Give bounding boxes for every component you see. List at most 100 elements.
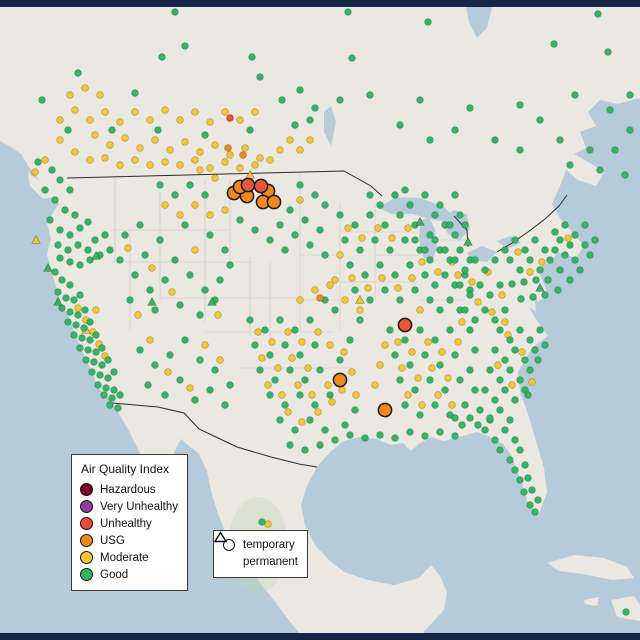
station-marker-good[interactable] [366,296,374,304]
station-marker-usg[interactable] [224,144,232,152]
station-marker-good[interactable] [156,181,164,189]
station-marker-good[interactable] [496,326,504,334]
station-marker-moderate[interactable] [221,158,229,166]
station-marker-good[interactable] [376,431,384,439]
station-marker-good[interactable] [281,401,289,409]
station-marker-good[interactable] [486,291,494,299]
station-marker-moderate[interactable] [306,136,314,144]
station-marker-moderate[interactable] [268,338,276,346]
station-marker-good[interactable] [501,426,509,434]
station-marker-moderate[interactable] [374,224,382,232]
station-marker-good[interactable] [521,356,529,364]
station-marker-good[interactable] [154,126,162,134]
station-marker-moderate[interactable] [381,341,389,349]
station-marker-good[interactable] [306,241,314,249]
station-marker-good[interactable] [381,286,389,294]
station-marker-moderate[interactable] [314,328,322,336]
station-marker-good[interactable] [506,256,514,264]
station-marker-moderate[interactable] [331,276,339,284]
station-marker-good[interactable] [256,366,264,374]
station-marker-good[interactable] [421,191,429,199]
station-marker-good[interactable] [506,336,514,344]
station-marker-good[interactable] [386,246,394,254]
station-marker-good[interactable] [561,221,569,229]
station-marker-good[interactable] [491,136,499,144]
station-marker-good[interactable] [34,158,42,166]
station-marker-good[interactable] [431,336,439,344]
station-marker-moderate[interactable] [71,148,79,156]
station-marker-good[interactable] [311,341,319,349]
station-marker-moderate[interactable] [284,408,292,416]
station-marker-good[interactable] [396,376,404,384]
station-marker-good[interactable] [411,286,419,294]
station-marker-good[interactable] [446,326,454,334]
station-marker-good[interactable] [38,96,46,104]
station-marker-good[interactable] [286,366,294,374]
station-marker-good[interactable] [401,336,409,344]
station-marker-good[interactable] [76,261,84,269]
station-marker-good[interactable] [622,608,630,616]
station-marker-good[interactable] [596,166,604,174]
station-marker-good[interactable] [556,136,564,144]
station-marker-usg_large[interactable] [266,194,282,210]
station-marker-good[interactable] [186,271,194,279]
station-marker-good[interactable] [276,221,284,229]
station-marker-good[interactable] [471,386,479,394]
station-marker-good[interactable] [301,446,309,454]
station-marker-good[interactable] [101,231,109,239]
station-marker-good_permanent[interactable] [91,250,101,260]
station-marker-good[interactable] [278,96,286,104]
station-marker-good[interactable] [476,406,484,414]
station-marker-good[interactable] [461,221,469,229]
station-marker-moderate[interactable] [438,348,446,356]
station-marker-moderate[interactable] [398,364,406,372]
station-marker-good[interactable] [56,176,64,184]
station-marker-moderate[interactable] [416,306,424,314]
station-marker-good[interactable] [476,281,484,289]
station-marker-good[interactable] [78,334,86,342]
station-marker-good[interactable] [56,254,64,262]
station-marker-moderate[interactable] [356,306,364,314]
station-marker-moderate[interactable] [146,336,154,344]
station-marker-good[interactable] [226,381,234,389]
station-marker-good[interactable] [496,446,504,454]
station-marker-good[interactable] [516,446,524,454]
station-marker-good[interactable] [531,346,539,354]
station-marker-good[interactable] [604,48,612,56]
station-marker-good[interactable] [481,306,489,314]
station-marker-good[interactable] [331,306,339,314]
station-marker-good_permanent[interactable] [535,282,545,292]
station-marker-good[interactable] [541,291,549,299]
station-marker-good[interactable] [551,246,559,254]
station-marker-moderate[interactable] [221,108,229,116]
station-marker-good[interactable] [181,336,189,344]
station-marker-good[interactable] [556,266,564,274]
station-marker-good[interactable] [108,394,116,402]
station-marker-moderate[interactable] [501,318,509,326]
station-marker-good[interactable] [431,211,439,219]
station-marker-good[interactable] [94,381,102,389]
station-marker-good_permanent[interactable] [415,216,425,226]
station-marker-good[interactable] [376,261,384,269]
station-marker-good[interactable] [366,191,374,199]
station-marker-moderate[interactable] [176,116,184,124]
station-marker-good[interactable] [606,106,614,114]
station-marker-good[interactable] [336,211,344,219]
station-marker-good[interactable] [621,171,629,179]
station-marker-good[interactable] [66,308,74,316]
station-marker-good[interactable] [351,286,359,294]
station-marker-moderate[interactable] [274,364,282,372]
station-marker-good[interactable] [566,241,574,249]
station-marker-good[interactable] [281,246,289,254]
station-marker-good[interactable] [201,286,209,294]
station-marker-moderate[interactable] [56,136,64,144]
station-marker-good[interactable] [351,406,359,414]
station-marker-good[interactable] [511,236,519,244]
station-marker-good[interactable] [276,416,284,424]
station-marker-good[interactable] [171,191,179,199]
station-marker-good[interactable] [54,241,62,249]
station-marker-moderate[interactable] [404,391,412,399]
station-marker-good[interactable] [281,341,289,349]
station-marker-good[interactable] [416,326,424,334]
station-marker-moderate[interactable] [311,286,319,294]
